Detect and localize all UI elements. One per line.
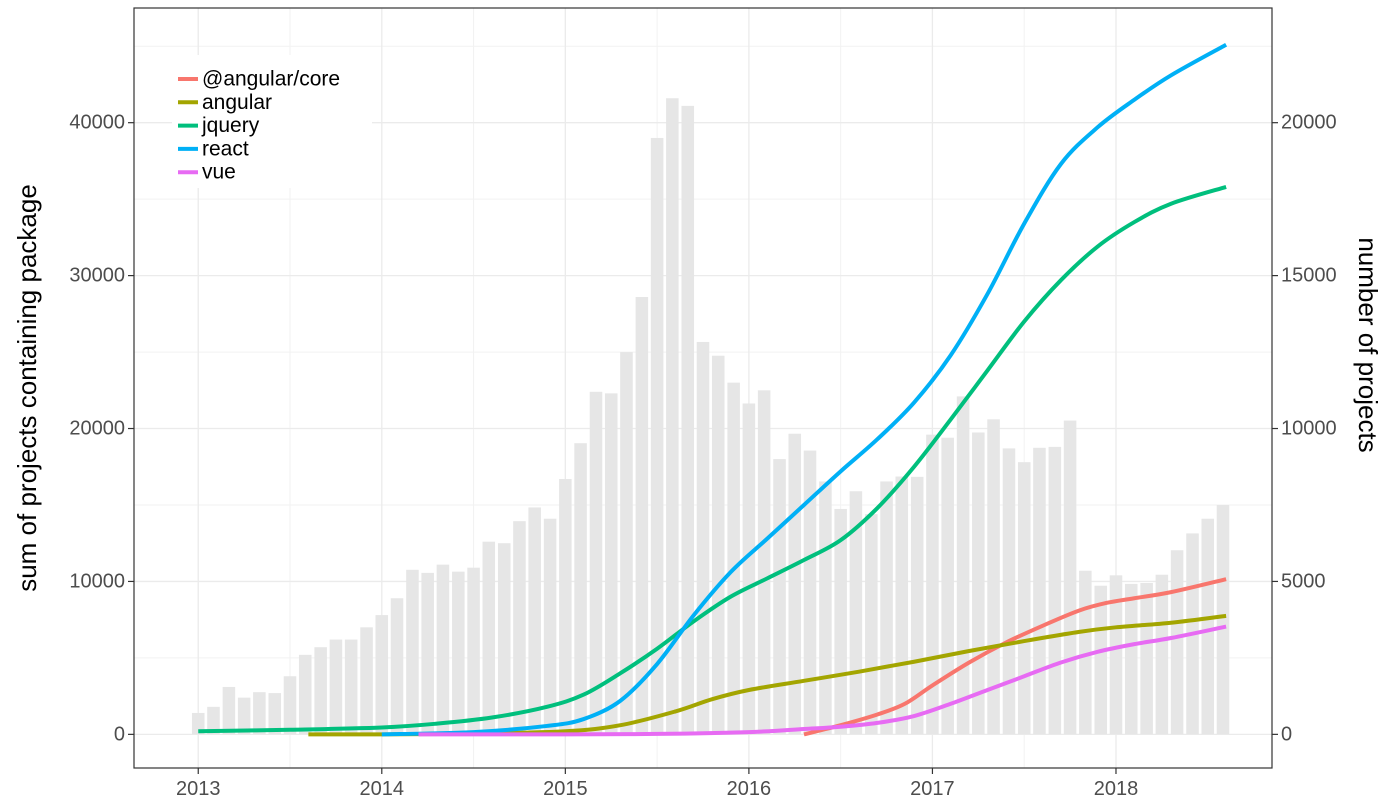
bar [1063, 420, 1077, 735]
x-tick-label: 2015 [543, 778, 588, 800]
bar [865, 514, 878, 735]
bar [436, 564, 450, 735]
bar [222, 686, 236, 735]
bar [987, 419, 1000, 735]
y-axis-ticks: 0 10000 20000 30000 40000 [69, 112, 134, 745]
bar [604, 393, 618, 735]
bar [421, 572, 434, 735]
bar [711, 355, 725, 735]
x-tick-label: 2014 [360, 778, 405, 800]
panel-border [133, 7, 1273, 769]
bar [329, 639, 343, 735]
bar [941, 437, 954, 735]
bar [757, 390, 771, 735]
y-tick-label: 10000 [69, 570, 125, 592]
bar [344, 639, 358, 735]
y2-tick-label: 15000 [1281, 265, 1337, 287]
bar [635, 297, 649, 735]
y-tick-label: 0 [114, 723, 125, 745]
bar [298, 654, 312, 735]
bar [1124, 583, 1138, 735]
bar [880, 481, 893, 735]
bar [819, 481, 832, 735]
bar [452, 571, 465, 735]
bar [742, 403, 756, 735]
bar [681, 105, 695, 735]
bar [314, 647, 327, 735]
bar [528, 507, 541, 735]
y2-tick-label: 5000 [1281, 570, 1326, 592]
bar [360, 627, 373, 735]
bar [237, 697, 251, 735]
bar [482, 541, 496, 735]
bar [1170, 550, 1184, 735]
bar [1017, 462, 1031, 735]
legend-label: angular [202, 91, 272, 114]
x-axis-ticks: 2013 2014 2015 2016 2017 2018 [176, 768, 1138, 800]
x-tick-label: 2016 [727, 778, 772, 800]
y2-axis-title: number of projects [1353, 237, 1383, 452]
x-tick-label: 2013 [176, 778, 221, 800]
bar [1201, 518, 1215, 735]
bar [283, 676, 297, 735]
bar [727, 382, 740, 735]
bar [834, 508, 847, 735]
bar [191, 712, 205, 735]
legend-label: jquery [201, 114, 260, 137]
bar [207, 706, 220, 735]
series-line-jquery [198, 185, 1227, 734]
bar [406, 569, 419, 735]
bar [972, 432, 985, 735]
bar [574, 443, 587, 735]
series-line-react [381, 42, 1228, 737]
bar [1033, 447, 1046, 735]
bar [650, 137, 664, 735]
bar [788, 433, 802, 735]
x-tick-label: 2018 [1094, 778, 1139, 800]
legend-label: @angular/core [202, 68, 340, 91]
bar [666, 98, 679, 735]
bar [773, 459, 786, 735]
y-tick-label: 20000 [69, 418, 125, 440]
bar [1002, 448, 1016, 735]
y-tick-label: 30000 [69, 265, 125, 287]
legend-background [172, 55, 372, 188]
bar [696, 341, 710, 735]
y2-axis-ticks: 0 5000 10000 15000 20000 [1272, 112, 1337, 745]
bar [253, 692, 266, 735]
bar [375, 615, 389, 735]
y2-tick-label: 20000 [1281, 112, 1337, 134]
bar [620, 352, 633, 735]
bar [513, 521, 526, 735]
bar [1140, 582, 1153, 735]
y-tick-label: 40000 [69, 112, 125, 134]
bar [1094, 585, 1108, 735]
bar [543, 518, 557, 735]
series-line-vue [418, 624, 1227, 737]
bar [1109, 575, 1123, 735]
bar [1155, 574, 1169, 735]
bar [268, 693, 282, 735]
y2-tick-label: 0 [1281, 723, 1292, 745]
bar [390, 598, 404, 735]
bar [956, 396, 970, 735]
bar [497, 543, 511, 735]
bar [1048, 446, 1062, 735]
y2-tick-label: 10000 [1281, 418, 1337, 440]
series-lines [198, 42, 1228, 737]
legend-label: vue [202, 161, 236, 184]
bar [1216, 504, 1230, 735]
bar [895, 476, 909, 735]
bar [589, 391, 603, 735]
bar [803, 450, 817, 735]
legend-label: react [202, 137, 249, 160]
x-tick-label: 2017 [910, 778, 955, 800]
bar [910, 476, 924, 735]
y-axis-title: sum of projects containing package [12, 184, 42, 592]
bar [559, 478, 572, 735]
bar [467, 567, 480, 735]
bar [1079, 570, 1092, 735]
